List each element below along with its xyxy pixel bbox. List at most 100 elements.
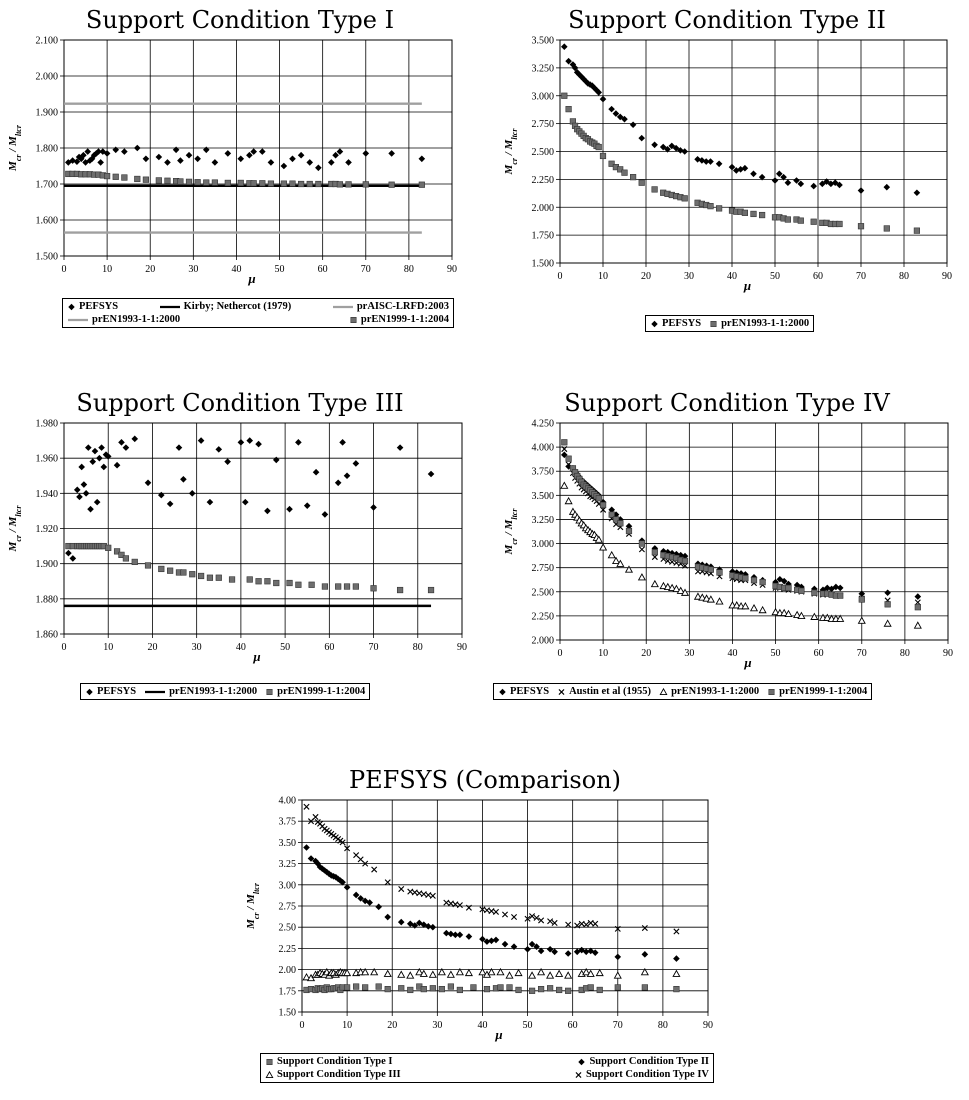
data-point [267,180,275,187]
data-point [617,520,624,527]
data-point [883,183,891,191]
data-point [483,907,490,914]
data-point [741,209,749,216]
data-point [884,589,891,597]
data-point [565,57,572,65]
y-tick-label: 2.500 [532,587,555,598]
data-point [295,581,302,588]
data-point [836,584,844,592]
y-tick-label: 2.500 [532,147,555,158]
data-point [798,587,805,594]
data-point [651,186,658,193]
data-point [591,84,598,92]
data-point [673,928,680,935]
x-tick-label: 90 [703,1020,713,1031]
data-point [750,170,757,178]
data-point [561,92,568,99]
y-tick-label: 1.500 [532,259,555,270]
data-point [425,923,432,930]
data-point [624,565,634,573]
legend-item: PEFSYS [498,685,549,698]
data-point [446,970,455,978]
data-point [578,946,585,954]
legend-label: Support Condition Type II [589,1056,709,1067]
data-point [158,565,165,573]
data-point [102,451,110,458]
data-point [206,574,214,581]
data-point [546,945,554,953]
data-point [418,181,425,188]
data-point [303,844,310,851]
data-point [638,540,646,547]
x-tick-label: 20 [147,642,157,653]
data-point [142,176,150,183]
data-point [344,845,351,852]
data-point [599,543,608,551]
x-tick-label: 70 [613,1020,623,1031]
legend-item: Support Condition Type II [577,1055,709,1068]
data-point [565,463,572,470]
x-tick-label: 30 [192,642,202,653]
data-point [375,983,382,990]
data-point [134,175,141,183]
data-point [614,925,621,932]
data-point [267,159,275,166]
data-point [681,557,689,565]
data-point [237,179,244,187]
data-point [595,968,604,977]
data-point [537,967,546,976]
data-point [617,166,624,173]
data-point [121,174,128,181]
data-point [427,470,435,478]
legend-item: prEN1999-1-1:2004 [349,313,449,326]
data-point [677,147,684,154]
x-tick-label: 10 [598,271,608,282]
data-point [608,105,615,113]
x-tick-label: 20 [145,264,155,275]
x-tick-label: 30 [432,1020,442,1031]
data-point [715,597,724,605]
data-point [215,574,222,581]
data-point [180,475,187,483]
data-point [415,967,424,976]
data-point [312,813,319,820]
data-point [97,159,104,166]
data-point [362,181,369,188]
data-point [388,181,395,188]
legend-row: prEN1993-1-1:2000 prEN1999-1-1:2004 [67,313,449,326]
legend-marker [266,1058,273,1065]
data-point [698,157,706,164]
legend-symbol [651,320,658,327]
series-pren1999-1-1-2004 [65,170,425,188]
data-point [611,556,621,565]
x-tick-label: 30 [188,264,198,275]
data-point [167,567,174,574]
legend-label: prEN1993-1-1:2000 [92,314,181,325]
legend-item: PEFSYS [650,317,701,330]
x-tick-label: 80 [404,264,414,275]
data-point [750,210,757,218]
legend-row: Support Condition Type III Support Condit… [265,1068,709,1081]
data-point [447,983,454,990]
data-point [273,579,280,587]
data-point [707,566,714,573]
data-point [614,953,622,961]
data-point [255,440,262,448]
legend-item: prAISC-LRFD:2003 [332,300,449,313]
x-tick-label: 50 [770,271,780,282]
data-point [651,141,658,149]
data-point [586,969,595,977]
legend-marker [86,688,93,695]
legend-item: Support Condition Type IV [574,1068,709,1081]
data-point [438,986,445,993]
legend-row: PEFSYS Kirby; Nethercot (1979) prAISC-LRFD… [67,300,449,313]
data-point [698,593,707,601]
data-point [836,181,843,189]
series-pren1993-1-1-2000 [561,92,921,234]
legend-marker [558,688,565,695]
x-axis-label: μ [494,1027,502,1042]
data-point [784,216,792,223]
x-tick-label: 50 [280,642,290,653]
data-point [524,945,531,953]
data-point [343,968,352,977]
